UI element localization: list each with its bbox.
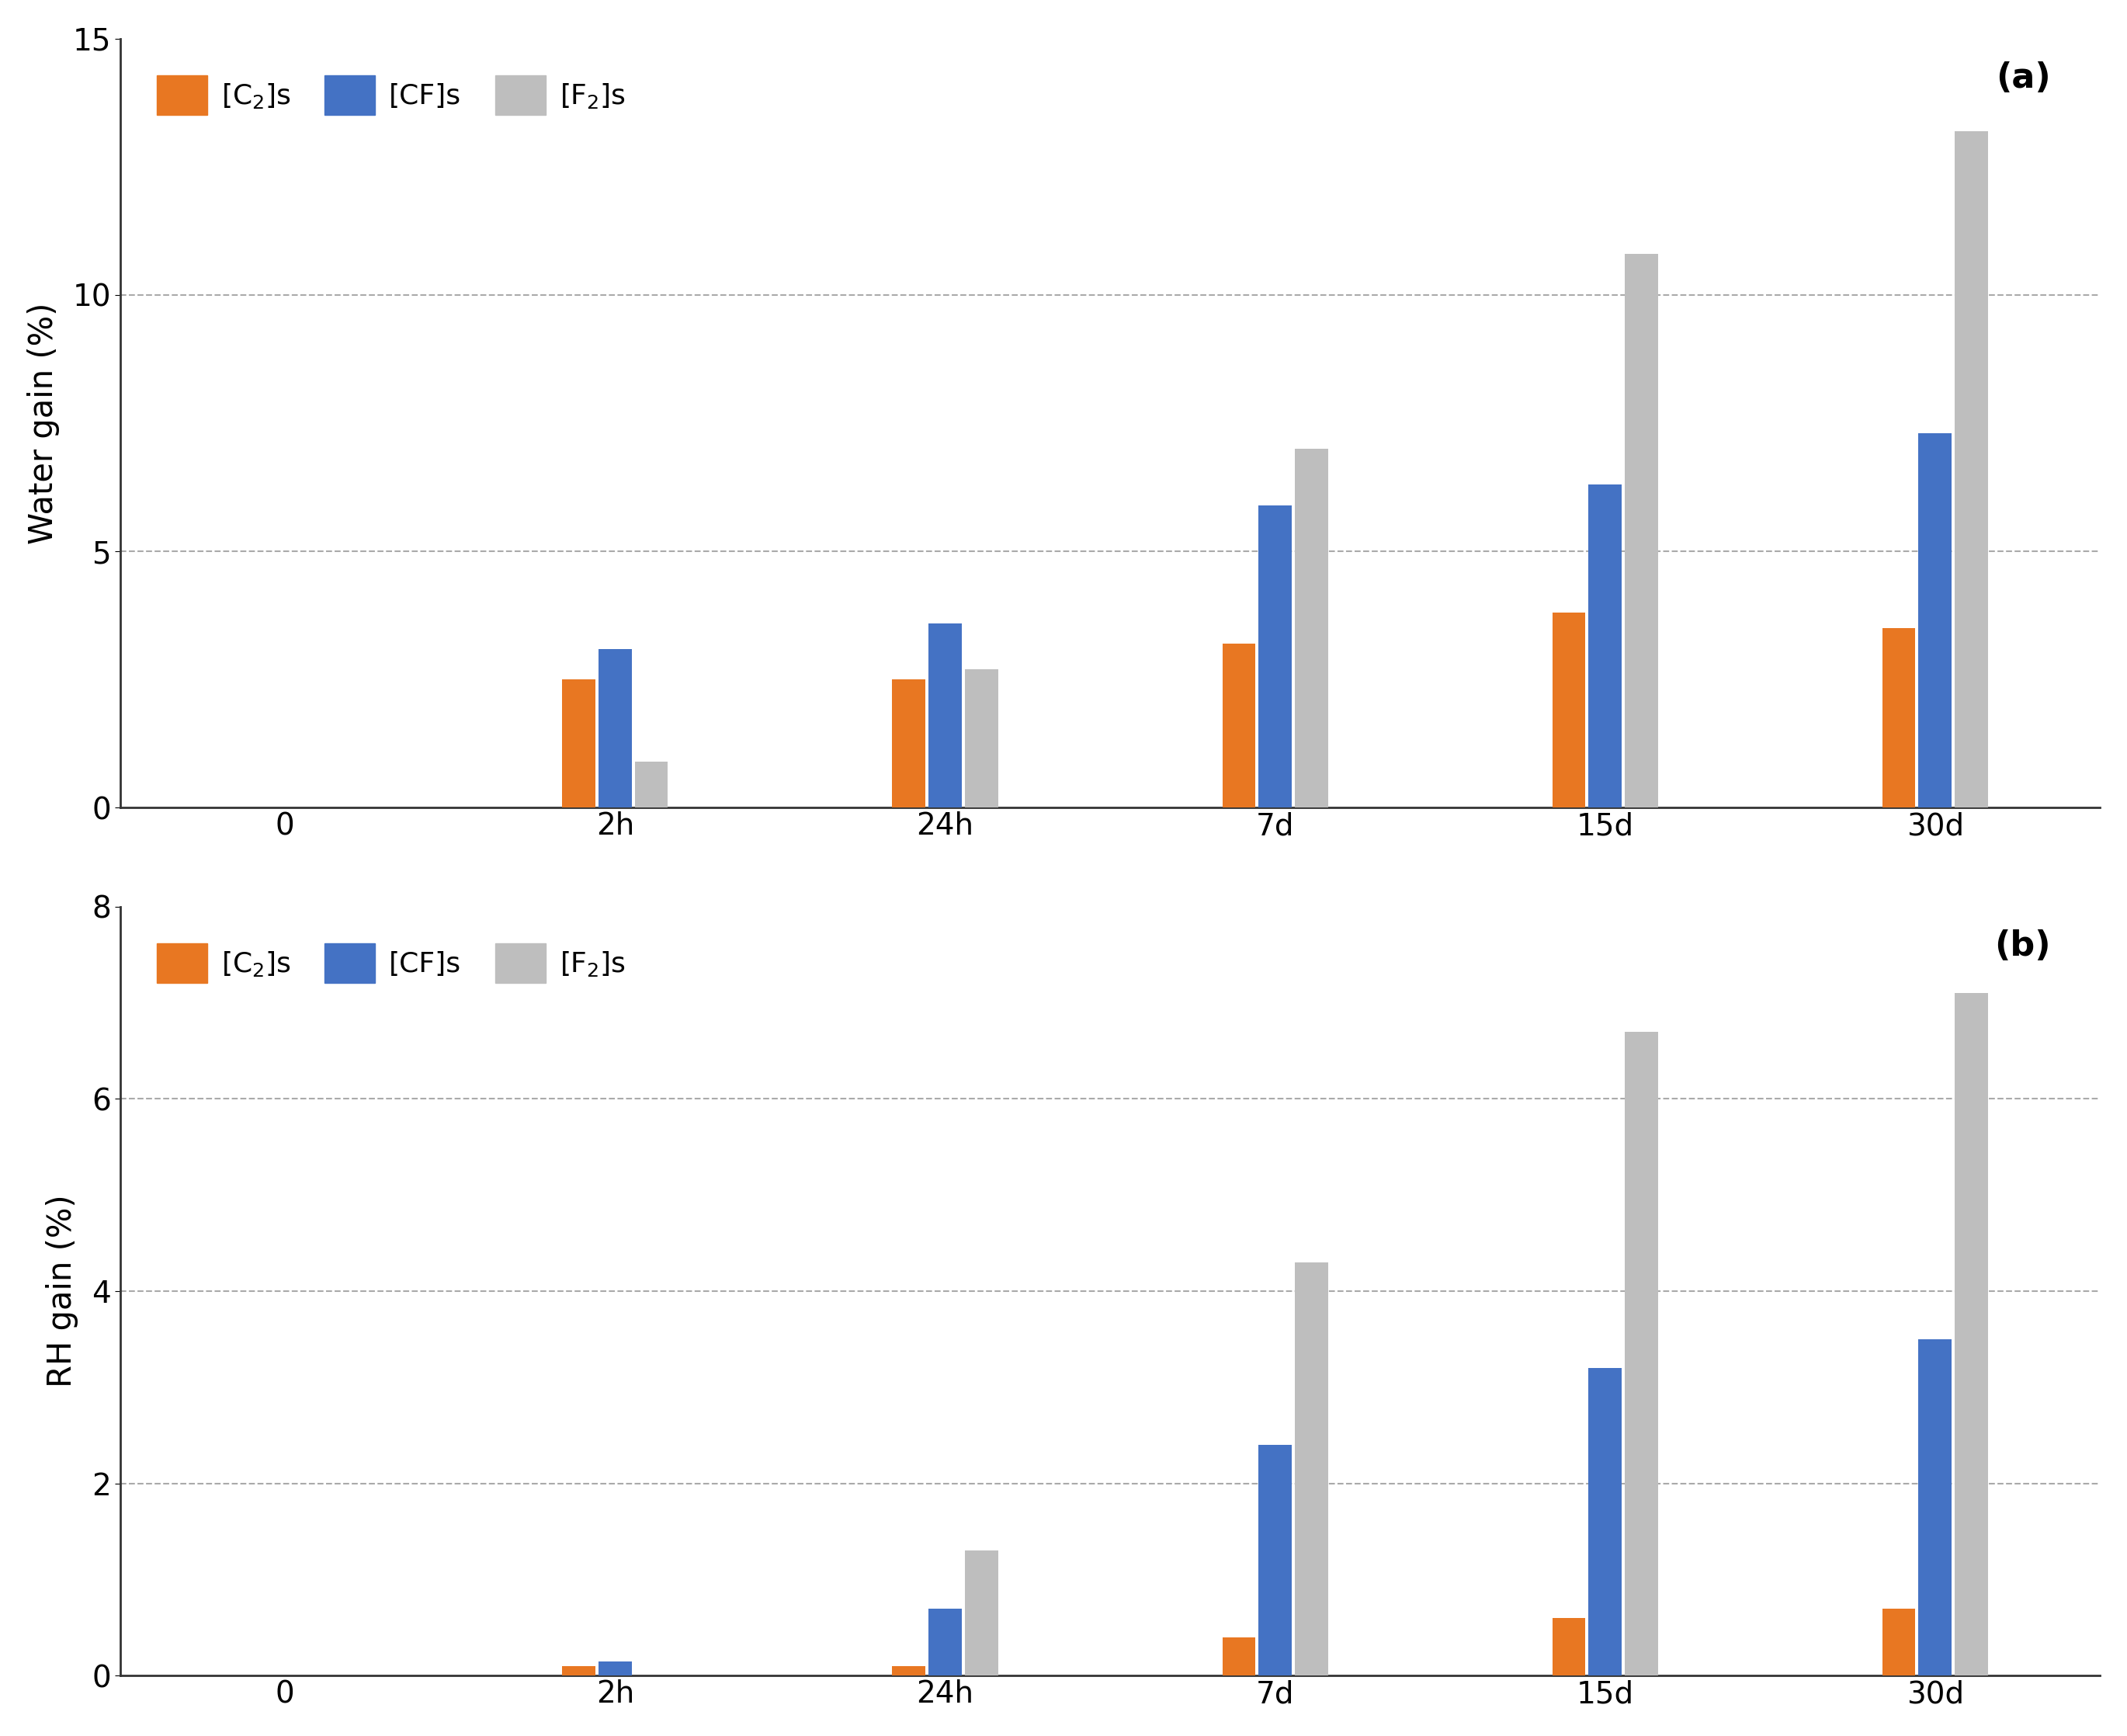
Bar bbox=[636, 762, 668, 807]
Bar bbox=[562, 1667, 596, 1675]
Bar bbox=[1295, 1262, 1327, 1675]
Y-axis label: Water gain (%): Water gain (%) bbox=[28, 302, 60, 543]
Bar bbox=[1553, 1618, 1585, 1675]
Bar bbox=[893, 679, 925, 807]
Bar bbox=[1882, 628, 1914, 807]
Legend: [C$_2$]s, [CF]s, [F$_2$]s: [C$_2$]s, [CF]s, [F$_2$]s bbox=[134, 52, 649, 137]
Bar bbox=[1553, 613, 1585, 807]
Bar bbox=[966, 1550, 998, 1675]
Bar bbox=[966, 670, 998, 807]
Bar bbox=[1955, 130, 1989, 807]
Bar bbox=[598, 649, 632, 807]
Bar bbox=[1223, 644, 1255, 807]
Text: (a): (a) bbox=[1995, 62, 2050, 95]
Bar bbox=[1223, 1637, 1255, 1675]
Bar bbox=[929, 623, 961, 807]
Bar bbox=[893, 1667, 925, 1675]
Bar bbox=[1882, 1609, 1914, 1675]
Bar bbox=[1625, 1031, 1657, 1675]
Bar bbox=[1625, 253, 1657, 807]
Bar bbox=[562, 679, 596, 807]
Bar bbox=[1259, 505, 1291, 807]
Legend: [C$_2$]s, [CF]s, [F$_2$]s: [C$_2$]s, [CF]s, [F$_2$]s bbox=[134, 920, 649, 1005]
Bar bbox=[1295, 450, 1327, 807]
Bar bbox=[1955, 993, 1989, 1675]
Bar bbox=[1589, 1368, 1621, 1675]
Text: (b): (b) bbox=[1995, 930, 2050, 963]
Bar bbox=[1919, 434, 1953, 807]
Bar bbox=[1919, 1338, 1953, 1675]
Bar bbox=[1259, 1444, 1291, 1675]
Bar bbox=[929, 1609, 961, 1675]
Bar bbox=[598, 1661, 632, 1675]
Bar bbox=[1589, 484, 1621, 807]
Y-axis label: RH gain (%): RH gain (%) bbox=[47, 1194, 79, 1387]
